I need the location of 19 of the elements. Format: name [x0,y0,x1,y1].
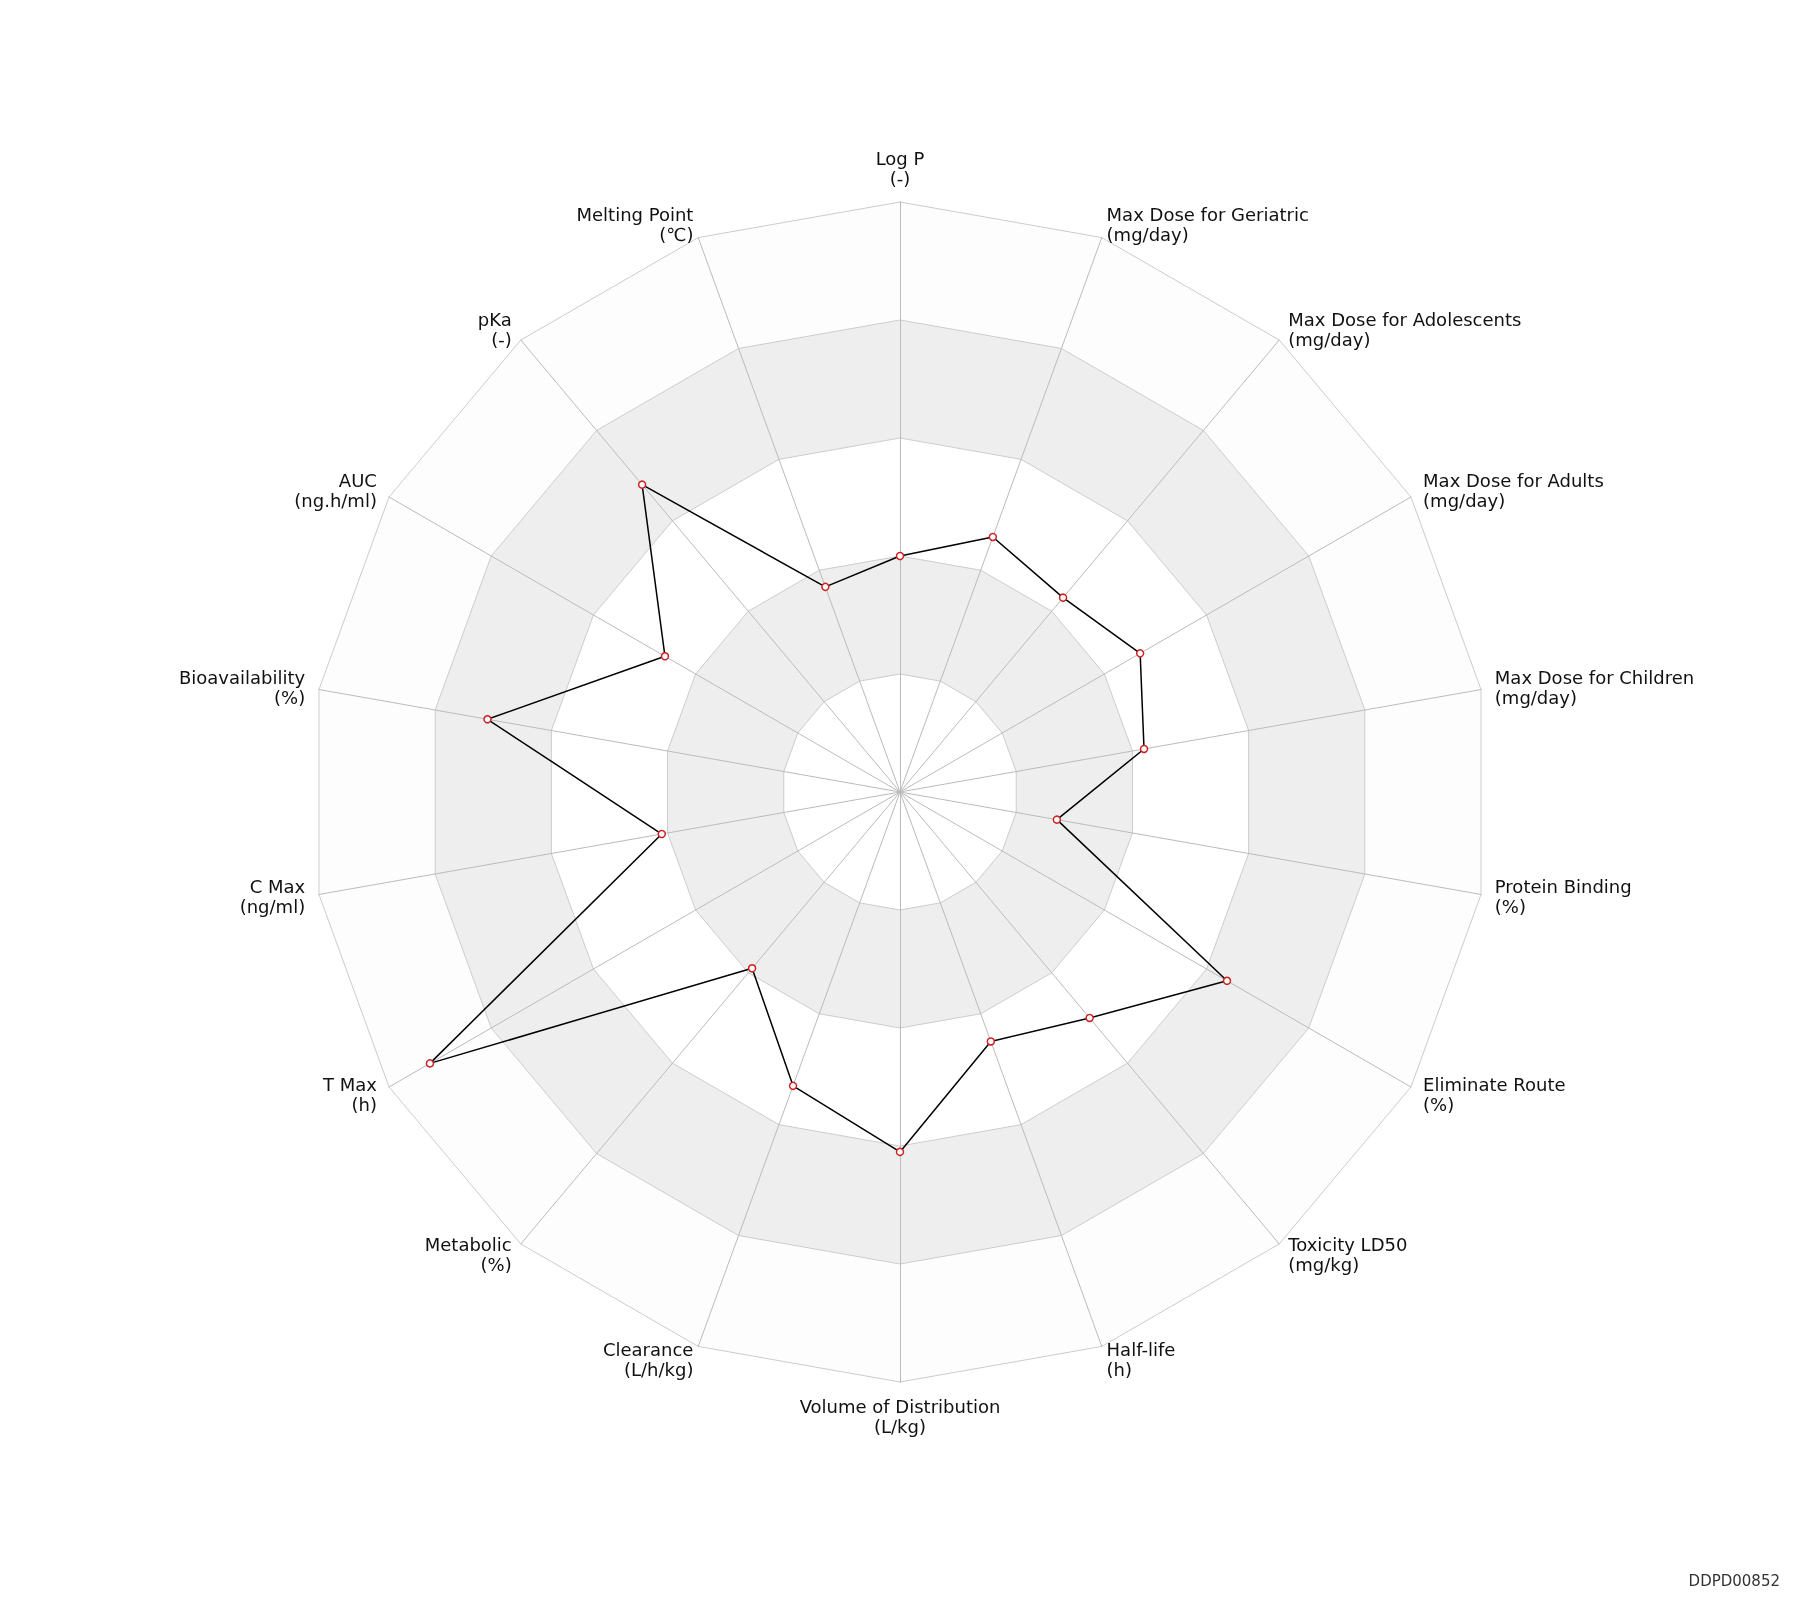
spoke-label: Toxicity LD50 (mg/kg) [1287,1234,1408,1276]
spoke-label: Bioavailability (%) [178,666,306,708]
spoke-label: AUC (ng.h/ml) [294,469,377,511]
spoke-label: Half-life (h) [1106,1339,1176,1381]
spoke-label: Metabolic (%) [424,1234,512,1276]
spoke-label: Eliminate Route (%) [1423,1073,1566,1115]
spoke-label: Max Dose for Geriatric (mg/day) [1106,203,1309,245]
spoke-label: Volume of Distribution (L/kg) [799,1395,1001,1437]
spoke-label: T Max (h) [321,1073,378,1115]
spoke-label: C Max (ng/ml) [239,876,306,918]
spoke-label: Max Dose for Children (mg/day) [1494,666,1695,708]
spoke-label: Clearance (L/h/kg) [602,1339,694,1381]
spoke-label: Log P (-) [875,147,925,189]
spoke-label: Protein Binding (%) [1494,876,1632,918]
spoke-label: Max Dose for Adolescents (mg/day) [1288,308,1522,350]
spoke-label: Max Dose for Adults (mg/day) [1423,469,1604,511]
spoke-label: pKa (-) [477,308,512,350]
text: DDPD00852 [1688,1571,1781,1590]
spoke-label: Melting Point (℃) [576,203,694,245]
